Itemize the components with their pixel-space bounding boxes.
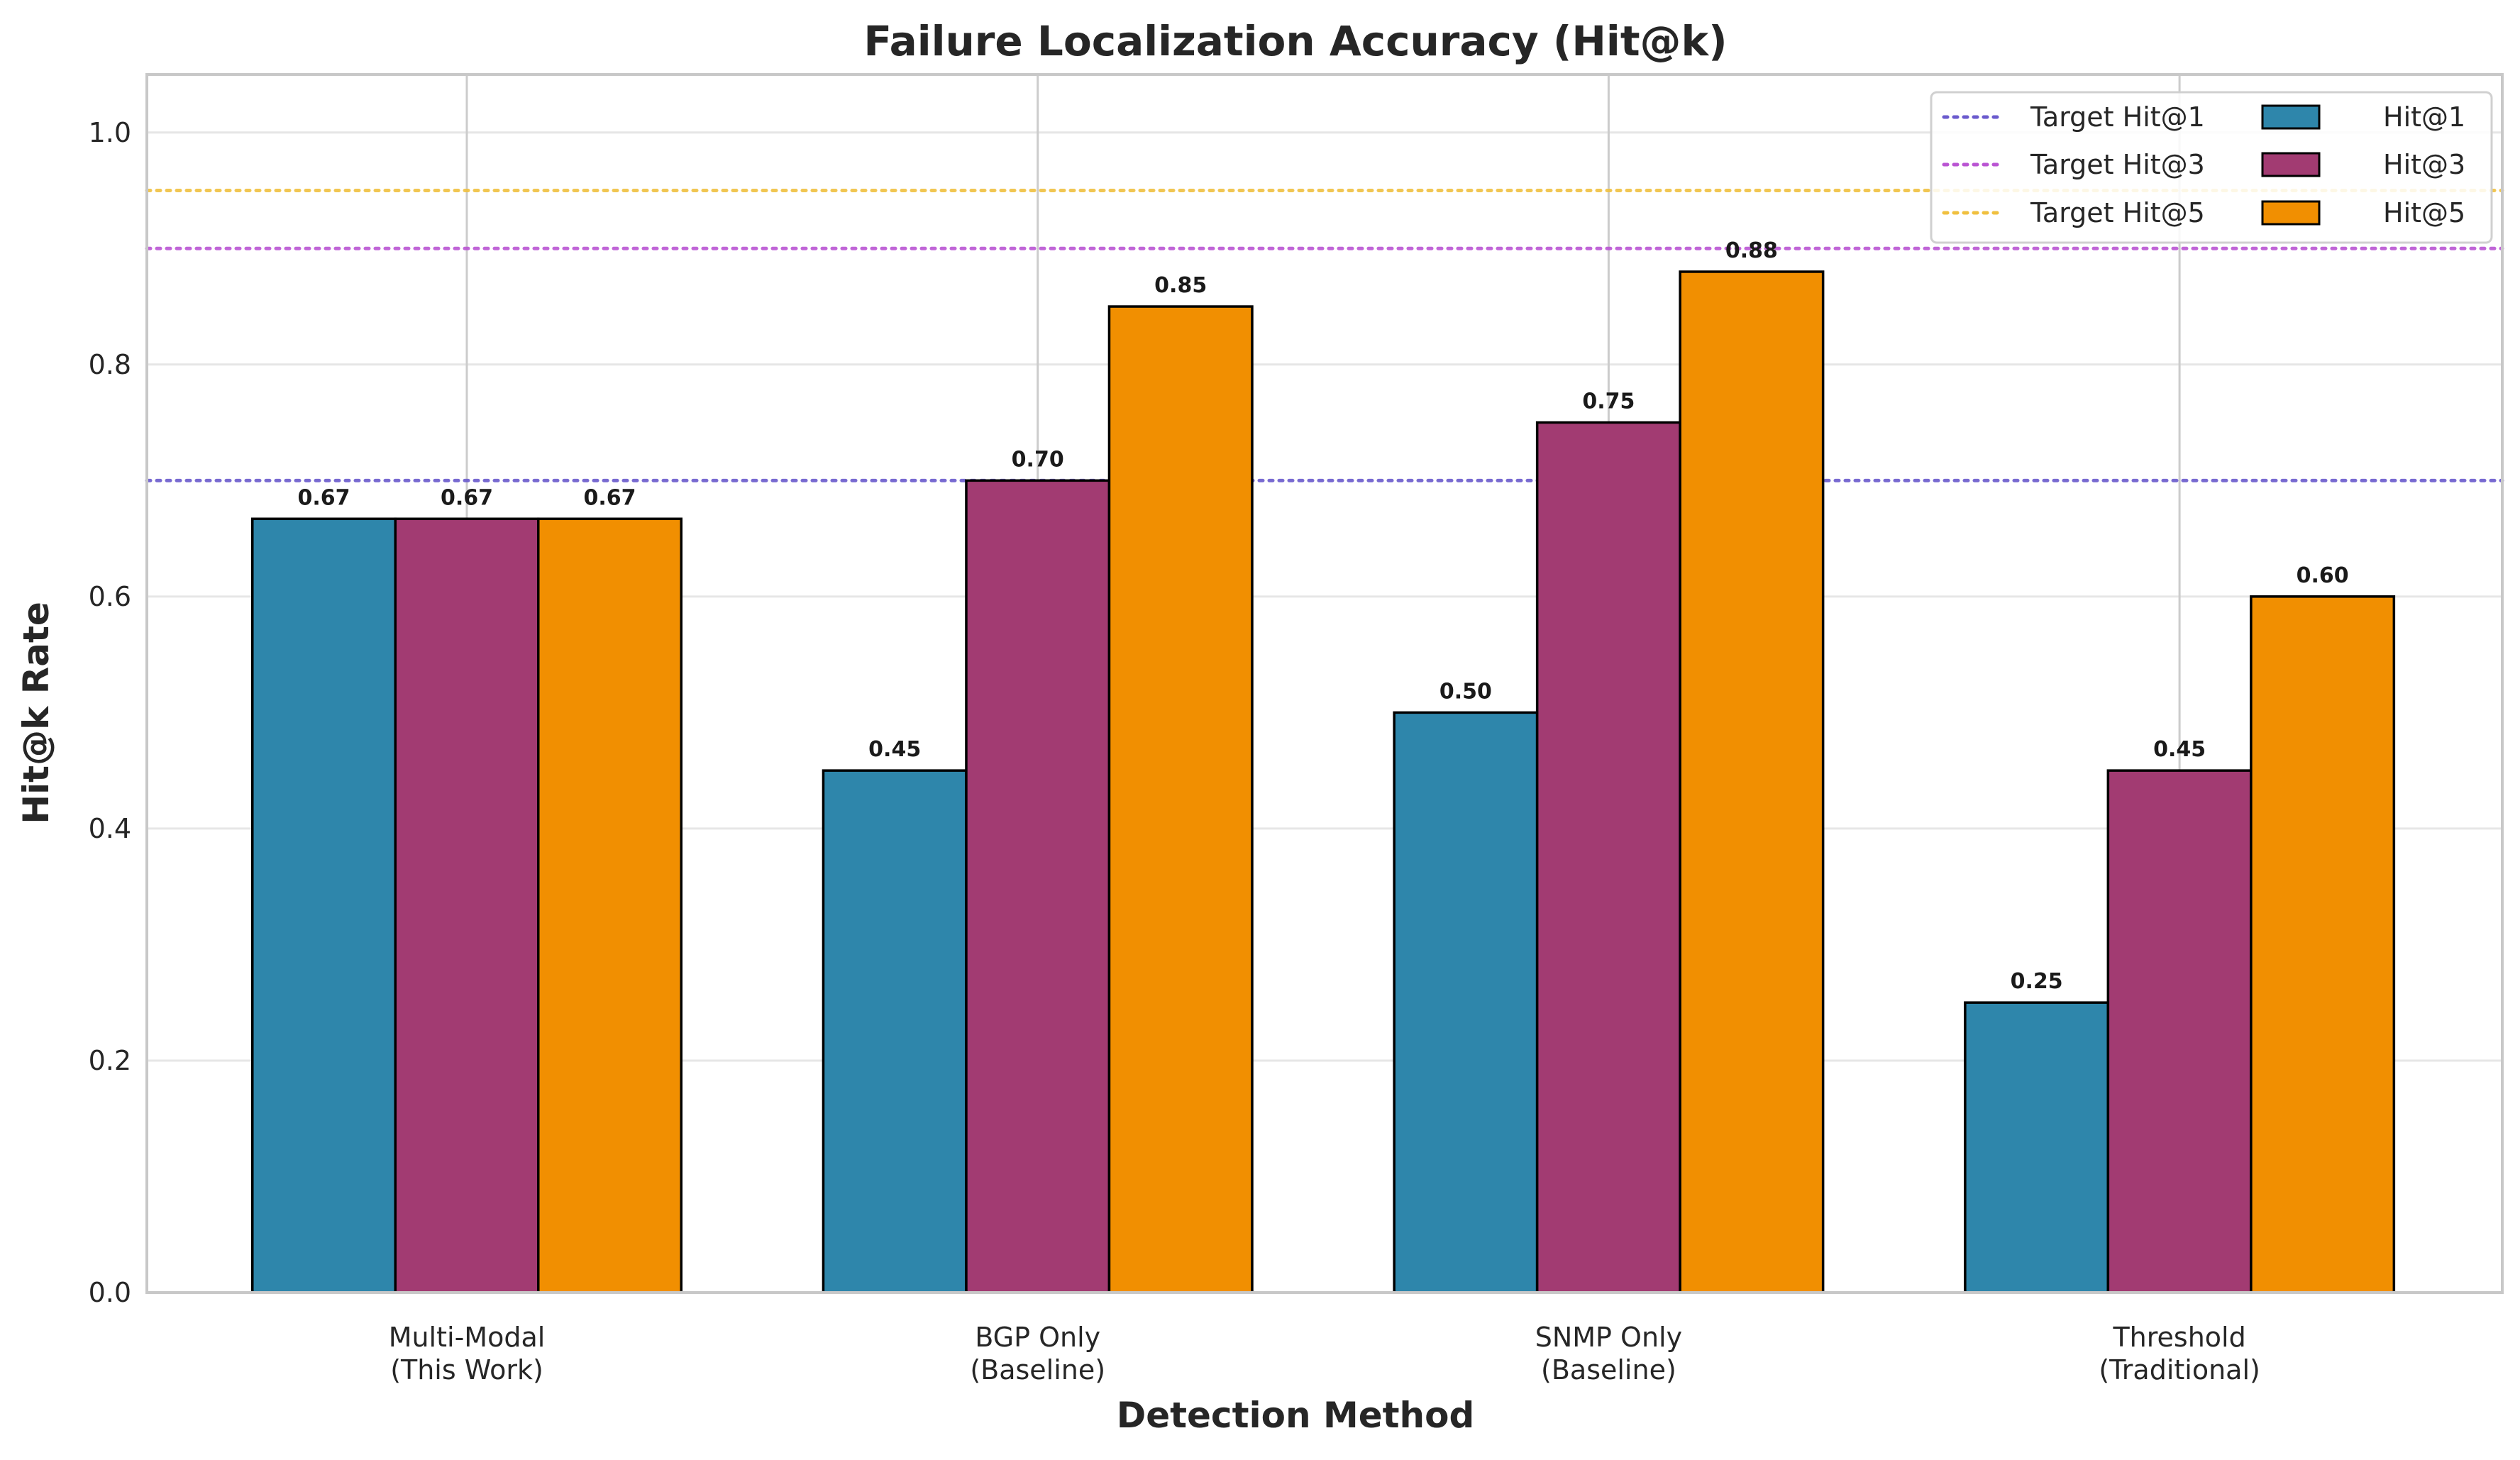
x-tick-label: BGP Only	[975, 1322, 1100, 1353]
x-tick-label: (Baseline)	[970, 1354, 1105, 1386]
x-tick-label: (This Work)	[390, 1354, 543, 1386]
bar	[822, 769, 968, 1294]
legend-swatch-bar	[2261, 152, 2321, 177]
bar	[2250, 595, 2396, 1294]
x-tick-label: (Baseline)	[1541, 1354, 1676, 1386]
bar	[1964, 1001, 2110, 1294]
bar-value-label: 0.67	[441, 485, 493, 510]
chart-title: Failure Localization Accuracy (Hit@k)	[863, 17, 1727, 65]
bar	[1393, 711, 1539, 1294]
bar-value-label: 0.50	[1439, 679, 1492, 704]
legend-label: Hit@5	[2383, 197, 2465, 228]
y-tick-label: 0.2	[89, 1045, 131, 1076]
bar-value-label: 0.88	[1725, 238, 1778, 263]
legend-swatch-bar	[2261, 200, 2321, 226]
bar	[1535, 421, 1681, 1294]
plot-area: 0.0 0.2 0.4 0.6 0.8 1.0 0.67 0.67 0.67 0.45 0.70 0.…	[89, 73, 2504, 1386]
y-axis-label: Hit@k Rate	[16, 602, 57, 824]
bar-value-label: 0.45	[2153, 737, 2206, 762]
legend-label: Target Hit@3	[2030, 149, 2205, 180]
bar-value-label: 0.67	[297, 485, 350, 510]
bar	[965, 479, 1111, 1294]
legend-label: Target Hit@1	[2030, 101, 2205, 133]
bar	[1679, 270, 1825, 1294]
y-tick-label: 0.4	[89, 813, 131, 844]
x-tick-label: Multi-Modal	[389, 1322, 546, 1353]
y-tick-label: 1.0	[89, 117, 131, 148]
y-tick-label: 0.0	[89, 1277, 131, 1308]
legend: Target Hit@1 Target Hit@3 Target Hit@5 Hit@…	[1930, 91, 2493, 244]
legend-swatch-bar	[2261, 104, 2321, 130]
legend-label: Target Hit@5	[2030, 197, 2205, 228]
bar-value-label: 0.75	[1582, 389, 1635, 414]
bar-value-label: 0.45	[868, 737, 921, 762]
y-tick-label: 0.8	[89, 349, 131, 380]
bar	[537, 517, 682, 1294]
x-axis-label: Detection Method	[1117, 1395, 1475, 1436]
plot-frame	[145, 73, 2504, 1294]
legend-label: Hit@1	[2383, 101, 2465, 133]
bar-value-label: 0.67	[583, 485, 636, 510]
x-tick-label: (Traditional)	[2099, 1354, 2260, 1386]
x-tick-label: SNMP Only	[1535, 1322, 1682, 1353]
bar	[251, 517, 397, 1294]
bar	[1107, 305, 1254, 1294]
bar-value-label: 0.85	[1154, 273, 1207, 298]
bar	[394, 517, 540, 1294]
legend-label: Hit@3	[2383, 149, 2465, 180]
bar	[2106, 769, 2253, 1294]
bar-value-label: 0.70	[1012, 447, 1064, 472]
legend-box	[1930, 91, 2493, 244]
y-tick-label: 0.6	[89, 581, 131, 612]
x-tick-label: Threshold	[2112, 1322, 2245, 1353]
bar-value-label: 0.60	[2297, 563, 2349, 588]
bar-value-label: 0.25	[2011, 969, 2063, 994]
